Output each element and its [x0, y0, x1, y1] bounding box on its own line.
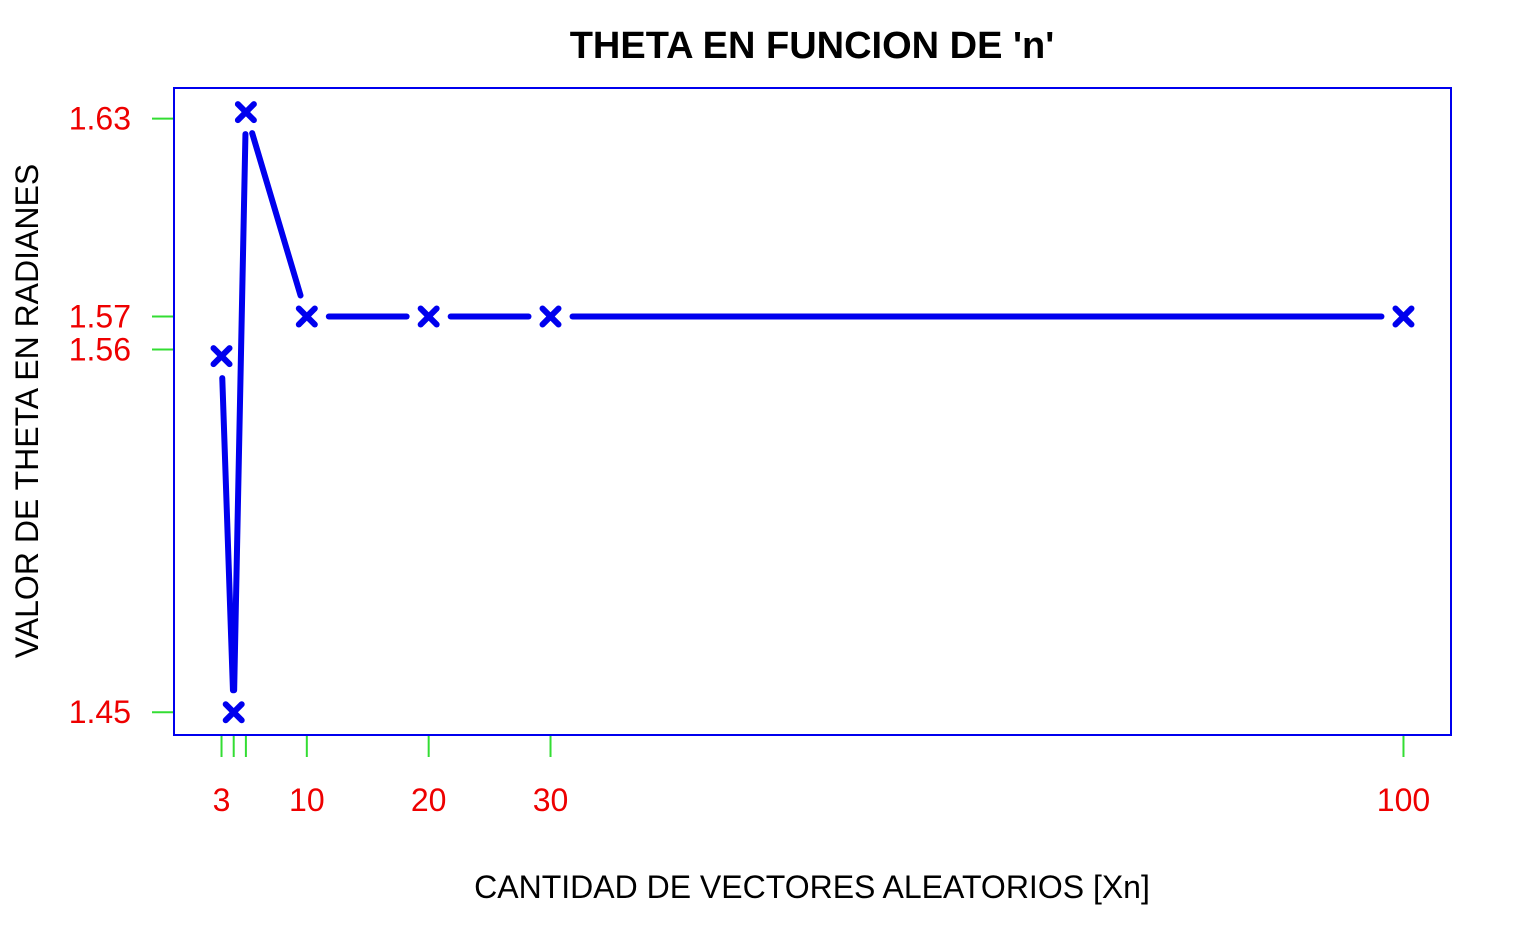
- x-axis: 3 10 20 30 100: [213, 736, 1430, 818]
- data-point: [417, 305, 440, 328]
- data-point: [210, 345, 233, 368]
- y-axis: 1.45 1.561.57 1.63: [69, 101, 173, 730]
- x-tick-label: 10: [289, 782, 325, 818]
- data-point: [295, 305, 318, 328]
- y-tick-label: 1.45: [69, 694, 131, 730]
- x-tick-label: 100: [1377, 782, 1430, 818]
- data-point: [539, 305, 562, 328]
- series-line: [219, 375, 236, 694]
- data-point: [1392, 305, 1415, 328]
- series-line: [249, 130, 304, 299]
- data-point: [234, 101, 257, 124]
- series-line-group: [219, 130, 1385, 694]
- x-tick-label: 30: [533, 782, 569, 818]
- plot-frame: [173, 87, 1452, 736]
- y-tick-label: 1.56: [69, 332, 131, 368]
- x-tick-label: 20: [411, 782, 447, 818]
- x-axis-label: CANTIDAD DE VECTORES ALEATORIOS [Xn]: [474, 869, 1150, 905]
- data-point: [222, 701, 245, 724]
- chart-title: THETA EN FUNCION DE 'n': [570, 25, 1055, 67]
- y-axis-label: VALOR DE THETA EN RADIANES: [9, 164, 45, 658]
- series-markers: [210, 101, 1415, 724]
- y-tick-label: 1.63: [69, 101, 131, 137]
- series-line: [231, 131, 249, 694]
- x-tick-label: 3: [213, 782, 231, 818]
- y-tick-label: 1.57: [69, 299, 131, 335]
